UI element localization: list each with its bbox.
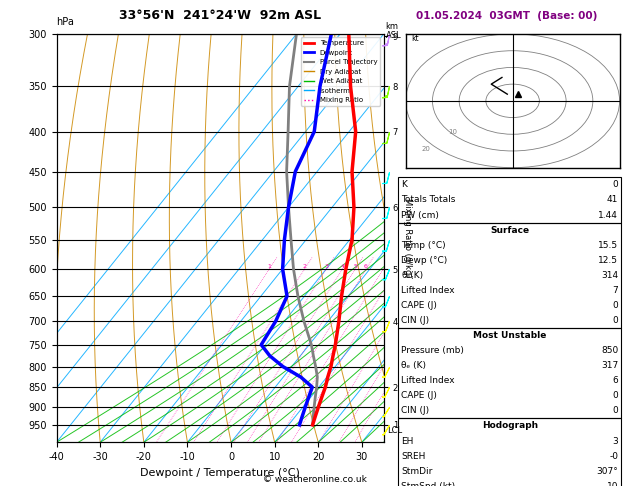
Text: 3: 3 [613, 436, 618, 446]
Text: StmDir: StmDir [401, 467, 433, 476]
Text: K: K [401, 180, 407, 190]
Text: 0: 0 [613, 180, 618, 190]
Text: 20: 20 [421, 146, 431, 152]
Text: kt: kt [411, 34, 419, 43]
Text: 850: 850 [601, 346, 618, 355]
Text: Lifted Index: Lifted Index [401, 376, 455, 385]
Text: 314: 314 [601, 271, 618, 280]
Text: 6: 6 [364, 264, 368, 269]
Text: Dewp (°C): Dewp (°C) [401, 256, 448, 265]
Text: 7: 7 [613, 286, 618, 295]
Text: EH: EH [401, 436, 414, 446]
Text: 0: 0 [613, 316, 618, 325]
Text: SREH: SREH [401, 451, 426, 461]
Text: 0: 0 [613, 301, 618, 310]
Legend: Temperature, Dewpoint, Parcel Trajectory, Dry Adiabat, Wet Adiabat, Isotherm, Mi: Temperature, Dewpoint, Parcel Trajectory… [301, 37, 380, 106]
Text: LCL: LCL [387, 426, 402, 434]
Text: 307°: 307° [596, 467, 618, 476]
Text: Temp (°C): Temp (°C) [401, 241, 446, 250]
Text: 33°56'N  241°24'W  92m ASL: 33°56'N 241°24'W 92m ASL [119, 9, 321, 22]
Text: CAPE (J): CAPE (J) [401, 391, 437, 400]
Text: 2: 2 [303, 264, 306, 269]
Text: hPa: hPa [57, 17, 74, 27]
Text: Surface: Surface [490, 226, 530, 235]
Text: 3: 3 [325, 264, 328, 269]
Text: © weatheronline.co.uk: © weatheronline.co.uk [262, 474, 367, 484]
Text: Hodograph: Hodograph [482, 421, 538, 431]
Text: CAPE (J): CAPE (J) [401, 301, 437, 310]
Text: 0: 0 [613, 391, 618, 400]
Text: 10: 10 [448, 129, 457, 135]
Text: 6: 6 [613, 376, 618, 385]
Text: 10: 10 [607, 482, 618, 486]
Text: 5: 5 [353, 264, 357, 269]
Text: 4: 4 [340, 264, 345, 269]
Text: Lifted Index: Lifted Index [401, 286, 455, 295]
Text: θₑ (K): θₑ (K) [401, 361, 426, 370]
Text: 15.5: 15.5 [598, 241, 618, 250]
Text: CIN (J): CIN (J) [401, 406, 430, 416]
Text: 0: 0 [613, 406, 618, 416]
Text: Most Unstable: Most Unstable [473, 331, 547, 340]
Text: θₑ(K): θₑ(K) [401, 271, 423, 280]
Text: 1: 1 [267, 264, 271, 269]
Text: -0: -0 [610, 451, 618, 461]
X-axis label: Dewpoint / Temperature (°C): Dewpoint / Temperature (°C) [140, 468, 300, 478]
Text: PW (cm): PW (cm) [401, 210, 439, 220]
Text: km
ASL: km ASL [386, 22, 401, 40]
Text: 01.05.2024  03GMT  (Base: 00): 01.05.2024 03GMT (Base: 00) [416, 11, 597, 21]
Text: 317: 317 [601, 361, 618, 370]
Text: 12.5: 12.5 [598, 256, 618, 265]
Text: StmSpd (kt): StmSpd (kt) [401, 482, 455, 486]
Text: Pressure (mb): Pressure (mb) [401, 346, 464, 355]
Text: 1.44: 1.44 [598, 210, 618, 220]
Text: CIN (J): CIN (J) [401, 316, 430, 325]
Text: Totals Totals: Totals Totals [401, 195, 455, 205]
Text: 41: 41 [607, 195, 618, 205]
Y-axis label: Mixing Ratio (g/kg): Mixing Ratio (g/kg) [403, 198, 412, 278]
